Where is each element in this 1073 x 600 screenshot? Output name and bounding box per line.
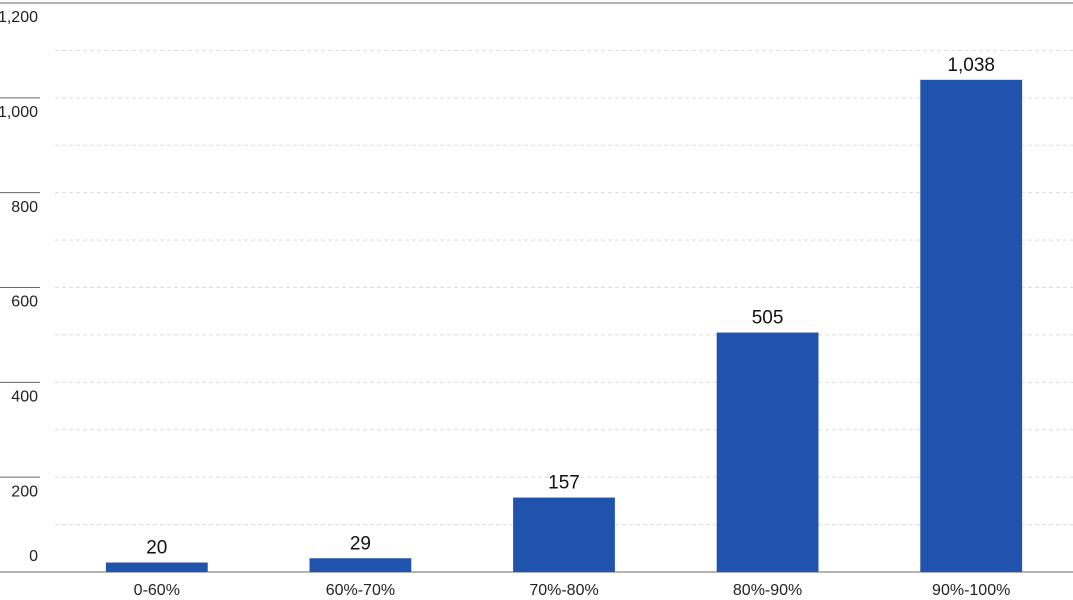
bar <box>309 558 412 572</box>
x-tick-label: 80%-90% <box>733 582 802 599</box>
y-tick-label: 600 <box>11 294 38 311</box>
value-label: 157 <box>548 473 580 494</box>
value-label: 1,038 <box>947 55 995 76</box>
value-label: 29 <box>350 533 371 554</box>
bar <box>920 79 1023 572</box>
value-label: 20 <box>146 538 167 559</box>
x-tick-label: 60%-70% <box>326 582 395 599</box>
bar <box>105 562 208 572</box>
y-tick-label: 1,200 <box>0 9 38 26</box>
y-tick-label: 400 <box>11 389 38 406</box>
y-tick-label: 200 <box>11 483 38 500</box>
bar <box>513 497 615 572</box>
value-label: 505 <box>752 308 784 329</box>
x-tick-label: 0-60% <box>134 582 180 599</box>
x-tick-label: 90%-100% <box>932 582 1010 599</box>
x-tick-label: 70%-80% <box>529 582 598 599</box>
y-tick-label: 1,000 <box>0 104 38 121</box>
bar <box>716 332 819 572</box>
y-tick-label: 800 <box>11 199 38 216</box>
y-tick-label: 0 <box>29 548 38 565</box>
